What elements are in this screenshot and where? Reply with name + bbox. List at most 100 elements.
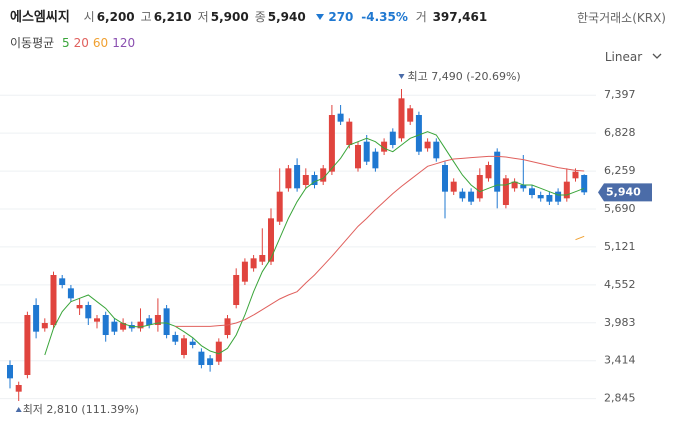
candle-body [111,321,118,332]
candle-body [389,131,396,145]
y-tick-label: 6,259 [604,164,636,177]
candle-body [320,168,327,182]
candle-body [581,175,588,193]
legend-entry: 120 [112,36,136,50]
candle-body [372,151,379,169]
exchange: 한국거래소(KRX) [577,11,666,25]
quotes: 시 6,200 고 6,210 저 5,900 종 5,940 [84,10,312,24]
candle-body [276,191,283,222]
candle-body [424,141,431,149]
quote-label: 종 [254,10,266,24]
legend-entry: 5 [62,36,70,50]
low-marker [15,407,22,412]
candle-body [363,141,370,162]
y-tick-label: 3,983 [604,316,636,329]
quote-value: 5,900 [210,10,249,24]
candle-body [250,258,257,269]
candle-body [572,171,579,179]
candle-body [163,308,170,335]
candle-body [259,255,266,262]
y-tick-label: 4,552 [604,278,636,291]
y-tick-label: 2,845 [604,392,636,405]
candle-body [520,185,527,189]
chevron [652,53,662,59]
ma-line [44,131,585,356]
candle-body [433,141,440,159]
high-marker [398,74,405,79]
change-value: 270 [328,10,354,24]
candle-body [189,341,196,345]
candle-body [450,181,457,192]
candle-body [485,165,492,179]
ma-legend: 이동평균 5 20 60 120 [10,34,143,51]
candle-body [137,321,144,329]
candle-body [328,115,335,172]
candle-body [529,188,535,195]
candle-body [59,278,66,285]
candle-body [355,145,361,169]
candle-body [102,315,109,335]
candle-body [207,358,214,365]
down-arrow [315,14,324,20]
y-tick-label: 7,397 [604,88,636,101]
candle-body [415,115,422,152]
y-tick-label: 5,121 [604,240,636,253]
ma-line [575,235,585,241]
quote-label: 고 [140,10,152,24]
candle-body [67,288,74,299]
scale-label[interactable]: Linear [604,50,643,64]
candle-body [563,181,570,199]
candle-body [555,191,562,202]
candle-body [302,175,309,185]
candle-body [15,385,22,392]
candle-body [381,141,388,152]
quote-label: 저 [197,10,209,24]
candle-body [76,305,83,309]
candle-body [50,275,57,325]
quote-value: 5,940 [267,10,306,24]
change-pct: -4.35% [361,10,408,24]
ma-label: 이동평균 [10,36,55,50]
low-annotation: 최저 2,810 (111.39%) [23,403,139,416]
candle-body [294,165,301,189]
candle-body [24,315,31,375]
candle-body [268,218,274,262]
legend-entry: 60 [92,36,109,50]
candle-body [154,315,161,325]
high-annotation: 최고 7,490 (-20.69%) [408,70,521,83]
candle-body [346,121,353,145]
ma-line [175,155,585,327]
candle-body [442,165,448,192]
candle-body [537,195,544,199]
candle-body [215,341,222,362]
candle-body [459,191,466,199]
candle-body [33,305,40,332]
candle-body [398,98,405,139]
quote-label: 시 [83,10,95,24]
candle-body [407,108,414,122]
legend-items: 5 20 60 120 [62,36,139,50]
candle-body [468,191,475,202]
candle-body [224,318,231,335]
candle-body [476,175,483,199]
candle-body [41,323,48,329]
candle-body [546,195,553,202]
quote-value: 6,210 [153,10,192,24]
y-tick-label: 3,414 [604,354,636,367]
candle-body [120,323,127,330]
candle-body [146,318,153,325]
candle-body [198,351,205,365]
candle-body [94,318,100,322]
quote-row: 에스엠씨지 시 6,200 고 6,210 저 5,900 종 5,940 270 -4.35… [10,6,493,25]
candle-body [181,338,187,355]
price-tag-label: 5,940 [606,185,641,198]
candle-body [494,151,501,192]
scale-select[interactable]: Linear [605,50,662,64]
quote-value: 6,200 [96,10,135,24]
stock-name: 에스엠씨지 [10,10,70,25]
candle-body [241,261,248,282]
legend-entry: 20 [73,36,89,50]
candle-body [233,275,240,305]
